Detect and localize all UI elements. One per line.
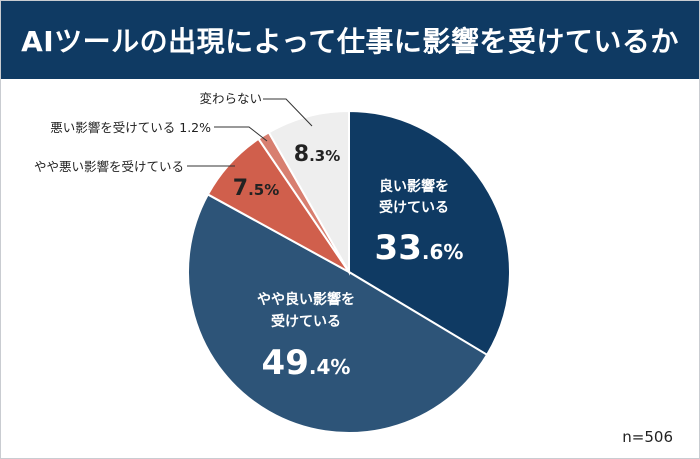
pct-slightly-bad: 7.5% bbox=[233, 176, 279, 201]
leader-line-bad bbox=[214, 126, 268, 142]
label-slightly-bad: やや悪い影響を受けている bbox=[34, 159, 184, 174]
label-slightly-good-line2: 受けている bbox=[271, 313, 341, 330]
label-slightly-good-line1: やや良い影響を bbox=[257, 291, 355, 308]
label-good-line2: 受けている bbox=[379, 199, 449, 216]
sample-size: n=506 bbox=[622, 428, 673, 446]
chart-title: AIツールの出現によって仕事に影響を受けているか bbox=[21, 25, 679, 58]
label-neutral: 変わらない bbox=[199, 91, 262, 106]
pct-neutral: 8.3% bbox=[294, 142, 340, 167]
pct-slightly-good: 49.4% bbox=[262, 343, 351, 383]
pct-good: 33.6% bbox=[375, 228, 464, 268]
title-bar: AIツールの出現によって仕事に影響を受けているか bbox=[1, 1, 699, 79]
slice-good bbox=[348, 109, 511, 357]
slice-slightly-good bbox=[187, 193, 489, 434]
label-bad: 悪い影響を受けている 1.2% bbox=[50, 120, 211, 135]
slice-neutral bbox=[267, 109, 350, 276]
leader-line-neutral bbox=[263, 98, 313, 127]
label-good-line1: 良い影響を bbox=[379, 178, 449, 195]
